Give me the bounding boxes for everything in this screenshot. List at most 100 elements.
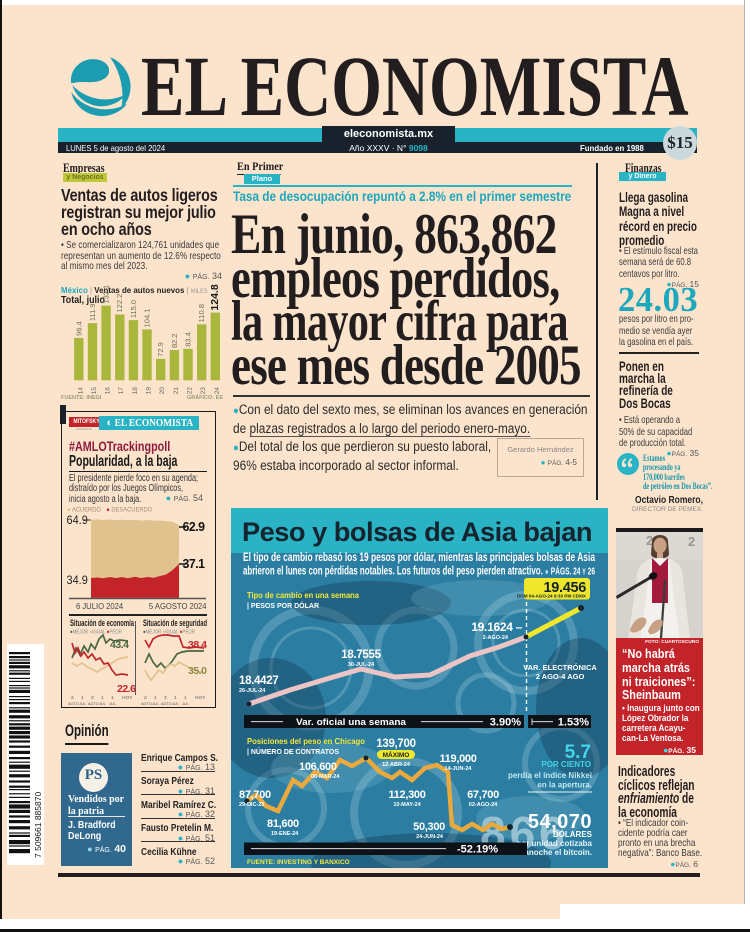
svg-text:83.4: 83.4 [184, 332, 193, 347]
svg-text:18: 18 [132, 387, 139, 395]
svg-text:20: 20 [159, 387, 166, 395]
svg-text:122.2: 122.2 [115, 294, 124, 313]
svg-text:82.2: 82.2 [170, 333, 179, 348]
svg-text:124.8: 124.8 [209, 284, 221, 310]
svg-text:| PESOS POR DÓLAR: | PESOS POR DÓLAR [247, 601, 319, 610]
svg-text:02-AGO-24: 02-AGO-24 [469, 802, 498, 808]
svg-text:24-JUN-24: 24-JUN-24 [416, 834, 444, 840]
svg-text:64.9: 64.9 [67, 515, 88, 527]
svg-text:132.1: 132.1 [102, 285, 111, 304]
svg-text:1: 1 [111, 695, 114, 701]
svg-text:Tipo de cambio en una semana: Tipo de cambio en una semana [247, 590, 359, 600]
svg-text:Var. oficial una semana: Var. oficial una semana [296, 717, 407, 727]
svg-text:FUENTE: INVESTING Y BANXICO: FUENTE: INVESTING Y BANXICO [247, 859, 350, 866]
svg-text:HOY: HOY [195, 695, 206, 701]
svg-text:en la apertura.: en la apertura. [537, 781, 592, 790]
svg-text:anoche el bitcoin.: anoche el bitcoin. [524, 848, 592, 857]
svg-text:37.1: 37.1 [182, 557, 205, 571]
svg-text:106,600: 106,600 [299, 761, 337, 773]
svg-text:3.90%: 3.90% [490, 717, 521, 729]
svg-text:JUL: JUL [99, 702, 106, 706]
svg-text:MÁXIMO: MÁXIMO [383, 750, 410, 759]
svg-text:12-ABR-24: 12-ABR-24 [382, 762, 411, 768]
svg-text:2 AGO-4 AGO: 2 AGO-4 AGO [536, 672, 585, 681]
svg-text:62.9: 62.9 [182, 520, 205, 534]
svg-text:19-ENE-24: 19-ENE-24 [271, 831, 299, 837]
svg-text:HOY: HOY [122, 695, 133, 701]
svg-text:AGTO: AGTO [141, 702, 152, 706]
svg-text:111.9: 111.9 [88, 303, 97, 321]
svg-text:30-JUL-24: 30-JUL-24 [348, 662, 375, 668]
svg-text:18.7555: 18.7555 [341, 649, 381, 661]
svg-text:5 AGOSTO 2024: 5 AGOSTO 2024 [149, 602, 207, 611]
svg-text:17: 17 [118, 387, 125, 395]
svg-text:JUL: JUL [109, 702, 116, 706]
svg-text:10-MAY-24: 10-MAY-24 [393, 802, 421, 808]
svg-text:● ACUERDO ● DESACUERDO: ● ACUERDO ● DESACUERDO [67, 507, 152, 513]
svg-text:Situación de economía: Situación de economía [70, 618, 134, 629]
svg-text:perdía el índice Nikkei: perdía el índice Nikkei [508, 771, 592, 780]
svg-text:87,700: 87,700 [239, 789, 271, 801]
svg-text:29-DIC-23: 29-DIC-23 [239, 802, 264, 808]
svg-text:15: 15 [91, 387, 98, 395]
svg-text:50,300: 50,300 [413, 821, 445, 833]
svg-text:JUL: JUL [172, 702, 179, 706]
svg-text:2: 2 [144, 695, 147, 701]
svg-text:72.9: 72.9 [156, 342, 165, 357]
svg-text:24: 24 [214, 387, 221, 395]
svg-text:POR CIENTO: POR CIENTO [541, 760, 591, 769]
svg-text:●MEJOR ●IGUAL ●PEOR: ●MEJOR ●IGUAL ●PEOR [70, 630, 122, 636]
svg-text:Peso y bolsas de Asia bajan: Peso y bolsas de Asia bajan [242, 517, 592, 547]
svg-text:110.8: 110.8 [197, 304, 206, 322]
svg-text:-52.19%: -52.19% [457, 844, 498, 856]
svg-text:2: 2 [646, 533, 653, 548]
svg-text:112,300: 112,300 [388, 789, 425, 801]
svg-text:115.0: 115.0 [129, 300, 138, 318]
svg-text:1: 1 [174, 695, 177, 701]
svg-text:21: 21 [173, 387, 180, 395]
svg-text:por unidad cotizaba: por unidad cotizaba [516, 839, 592, 848]
svg-text:JUL: JUL [152, 702, 159, 706]
svg-text:GRÁFICO: EE: GRÁFICO: EE [187, 394, 223, 401]
svg-text:2: 2 [71, 695, 74, 701]
svg-text:19: 19 [146, 387, 153, 395]
svg-text:34.9: 34.9 [67, 575, 88, 587]
svg-text:Situación de seguridad: Situación de seguridad [143, 618, 207, 629]
svg-text:1: 1 [81, 695, 84, 701]
svg-text:67,700: 67,700 [467, 789, 499, 801]
svg-text:22: 22 [187, 387, 194, 395]
svg-text:14: 14 [77, 387, 84, 395]
svg-text:96.4: 96.4 [74, 321, 83, 336]
svg-text:3: 3 [91, 695, 94, 701]
svg-text:VAR. ELECTRÓNICA: VAR. ELECTRÓNICA [523, 663, 597, 672]
svg-text:38.4: 38.4 [188, 639, 207, 651]
svg-text:1.53%: 1.53% [558, 717, 589, 729]
svg-text:19.1624 –: 19.1624 – [471, 620, 522, 634]
svg-text:7 509661 885870: 7 509661 885870 [33, 792, 43, 858]
svg-text:1: 1 [101, 695, 104, 701]
svg-text:104.1: 104.1 [143, 309, 152, 328]
svg-text:5.7: 5.7 [565, 742, 591, 763]
svg-text:81,600: 81,600 [267, 818, 299, 830]
svg-text:35.0: 35.0 [188, 665, 207, 677]
svg-text:AGTO: AGTO [68, 702, 79, 706]
svg-text:26-JUL-24: 26-JUL-24 [239, 688, 266, 694]
svg-text:139,700: 139,700 [376, 738, 415, 750]
svg-text:1: 1 [184, 695, 187, 701]
svg-text:23: 23 [200, 387, 207, 395]
svg-text:2: 2 [688, 534, 695, 549]
svg-text:AGTO: AGTO [88, 702, 99, 706]
svg-text:2-AGO-24: 2-AGO-24 [483, 635, 509, 641]
svg-text:08-MAR-24: 08-MAR-24 [311, 774, 340, 780]
svg-text:DÓLARES: DÓLARES [553, 830, 593, 839]
svg-text:119,000: 119,000 [439, 753, 476, 765]
svg-text:43.4: 43.4 [110, 639, 129, 651]
svg-text:Posiciones del peso en Chicago: Posiciones del peso en Chicago [247, 736, 365, 746]
svg-text:3: 3 [164, 695, 167, 701]
svg-text:abrieron el lunes con pérdidas: abrieron el lunes con pérdidas notables.… [243, 564, 595, 578]
svg-text:| NÚMERO DE CONTRATOS: | NÚMERO DE CONTRATOS [247, 747, 339, 756]
svg-text:FUENTE: INEGI: FUENTE: INEGI [61, 395, 102, 401]
svg-text:DOM 04-AGO-24 9:30 PM CDMX: DOM 04-AGO-24 9:30 PM CDMX [517, 594, 587, 599]
svg-text:18.4427: 18.4427 [239, 675, 278, 687]
svg-text:54,070: 54,070 [528, 811, 592, 833]
